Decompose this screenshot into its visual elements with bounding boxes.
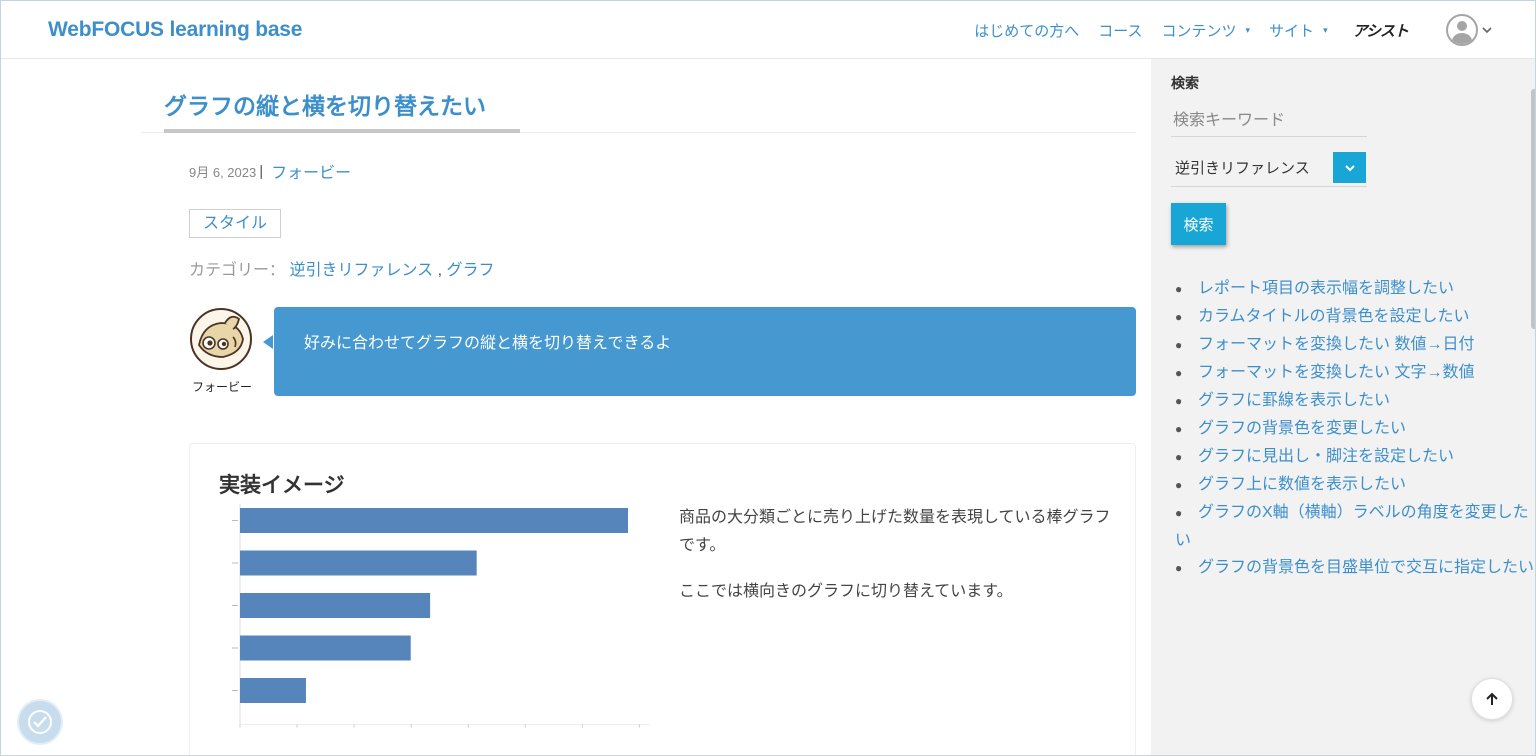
category-link-reference[interactable]: 逆引きリファレンス xyxy=(289,262,434,279)
speaker-name: フォービー xyxy=(191,380,252,394)
sidebar: 検索 逆引きリファレンス 検索 ● レポート項目の表示幅を調整したい ● カラムタイ… xyxy=(1151,59,1535,755)
category-separator: , xyxy=(437,262,443,279)
list-item: ● フォーマットを変換したい 数値→日付 xyxy=(1175,331,1535,359)
related-link[interactable]: グラフに見出し・脚注を設定したい xyxy=(1198,448,1455,465)
chart-bar xyxy=(240,635,411,661)
chevron-down-icon: ▾ xyxy=(1323,24,1328,35)
title-area: グラフの縦と横を切り替えたい xyxy=(141,59,1136,133)
related-link[interactable]: グラフ上に数値を表示したい xyxy=(1198,476,1407,493)
related-links: ● レポート項目の表示幅を調整したい ● カラムタイトルの背景色を設定したい ● フォ… xyxy=(1175,275,1535,582)
search-button[interactable]: 検索 xyxy=(1171,203,1226,245)
main-content: グラフの縦と横を切り替えたい 9月 6, 2023 | フォービー スタイル カ… xyxy=(1,59,1151,755)
list-item: ● レポート項目の表示幅を調整したい xyxy=(1175,275,1535,303)
bullet-icon: ● xyxy=(1175,561,1183,575)
nav-beginners[interactable]: はじめての方へ xyxy=(974,20,1079,41)
category-label: カテゴリー： xyxy=(189,262,286,279)
nav-site[interactable]: サイト ▾ xyxy=(1269,20,1328,41)
description: 商品の大分類ごとに売り上げた数量を表現している棒グラフです。 ここでは横向きのグ… xyxy=(679,504,1119,624)
nav-beginners-label: はじめての方へ xyxy=(974,22,1080,40)
category-select[interactable]: 逆引きリファレンス xyxy=(1171,149,1367,187)
bullet-icon: ● xyxy=(1175,338,1183,352)
bullet-icon: ● xyxy=(1175,506,1183,520)
bullet-icon: ● xyxy=(1175,282,1183,296)
bullet-icon: ● xyxy=(1175,310,1183,324)
bullet-icon: ● xyxy=(1175,422,1183,436)
bullet-icon: ● xyxy=(1175,450,1183,464)
related-link[interactable]: グラフのX軸（横軸）ラベルの角度を変更したい xyxy=(1175,504,1529,549)
category-link-graph[interactable]: グラフ xyxy=(446,262,495,279)
search-input[interactable] xyxy=(1171,105,1367,137)
nav-courses-label: コース xyxy=(1098,22,1143,40)
speech-bubble: 好みに合わせてグラフの縦と横を切り替えできるよ xyxy=(274,307,1136,396)
example-card: 実装イメージ 商品の大分類ごとに売り上げた数量を表現している棒グラフです。 ここ… xyxy=(189,443,1136,755)
chevron-down-icon xyxy=(1482,27,1492,34)
arrow-up-icon xyxy=(1486,692,1498,705)
list-item: ● カラムタイトルの背景色を設定したい xyxy=(1175,303,1535,331)
site-header: WebFOCUS learning base はじめての方へ コース コンテンツ… xyxy=(1,1,1535,59)
list-item: ● グラフのX軸（横軸）ラベルの角度を変更したい xyxy=(1175,499,1535,554)
category-select-value: 逆引きリファレンス xyxy=(1175,160,1310,177)
related-link[interactable]: レポート項目の表示幅を調整したい xyxy=(1198,280,1455,297)
site-logo[interactable]: WebFOCUS learning base xyxy=(48,18,303,41)
speaker: フォービー xyxy=(189,307,255,395)
description-paragraph-2: ここでは横向きのグラフに切り替えています。 xyxy=(679,583,1013,600)
list-item: ● グラフに罫線を表示したい xyxy=(1175,387,1535,415)
chevron-down-icon: ▾ xyxy=(1245,24,1251,35)
bullet-icon: ● xyxy=(1175,366,1183,380)
chevron-down-icon[interactable] xyxy=(1333,152,1366,183)
bullet-icon: ● xyxy=(1175,394,1183,408)
meta-separator: | xyxy=(259,162,264,180)
list-item: ● グラフ上に数値を表示したい xyxy=(1175,471,1535,499)
nav-courses[interactable]: コース xyxy=(1098,20,1142,41)
related-link[interactable]: フォーマットを変換したい 数値→日付 xyxy=(1198,336,1475,353)
description-paragraph-1: 商品の大分類ごとに売り上げた数量を表現している棒グラフです。 xyxy=(679,509,1111,554)
accessibility-badge-icon[interactable] xyxy=(17,699,63,745)
post-date: 9月 6, 2023 xyxy=(189,164,257,180)
section-title: 実装イメージ xyxy=(219,474,345,497)
category-line: カテゴリー： 逆引きリファレンス , グラフ xyxy=(189,256,495,280)
bar-chart xyxy=(232,504,650,728)
list-item: ● グラフに見出し・脚注を設定したい xyxy=(1175,443,1535,471)
main-nav: はじめての方へ コース コンテンツ ▾ サイト ▾ アシスト xyxy=(974,1,1535,59)
user-menu[interactable] xyxy=(1446,14,1492,46)
bubble-tail xyxy=(263,335,273,349)
author-link[interactable]: フォービー xyxy=(271,165,352,182)
list-item: ● フォーマットを変換したい 文字→数値 xyxy=(1175,359,1535,387)
bubble-text: 好みに合わせてグラフの縦と横を切り替えできるよ xyxy=(304,335,672,352)
chart-bar xyxy=(240,508,628,533)
nav-site-label: サイト xyxy=(1269,22,1315,40)
chart-bar xyxy=(240,678,306,703)
bullet-icon: ● xyxy=(1175,478,1183,492)
title-underline xyxy=(164,129,520,133)
related-link[interactable]: カラムタイトルの背景色を設定したい xyxy=(1198,308,1470,325)
scrollbar[interactable] xyxy=(1531,89,1535,329)
related-link[interactable]: グラフに罫線を表示したい xyxy=(1198,392,1391,409)
page-title: グラフの縦と横を切り替えたい xyxy=(164,93,486,119)
related-link[interactable]: フォーマットを変換したい 文字→数値 xyxy=(1198,364,1475,381)
chart-bar xyxy=(240,550,477,576)
post-meta: 9月 6, 2023 | フォービー xyxy=(189,159,351,183)
list-item: ● グラフの背景色を変更したい xyxy=(1175,415,1535,443)
mascot-icon xyxy=(190,308,252,370)
related-link[interactable]: グラフの背景色を目盛単位で交互に指定したい xyxy=(1198,559,1535,576)
chart-bar xyxy=(240,593,431,618)
avatar xyxy=(1446,14,1478,46)
search-heading: 検索 xyxy=(1171,75,1199,91)
related-link[interactable]: グラフの背景色を変更したい xyxy=(1198,420,1407,437)
tag-style[interactable]: スタイル xyxy=(189,209,282,238)
nav-contents-label: コンテンツ xyxy=(1161,22,1237,40)
nav-contents[interactable]: コンテンツ ▾ xyxy=(1162,20,1251,41)
assist-logo[interactable]: アシスト xyxy=(1352,22,1409,40)
back-to-top-button[interactable] xyxy=(1471,678,1513,720)
list-item: ● グラフの背景色を目盛単位で交互に指定したい xyxy=(1175,554,1535,582)
